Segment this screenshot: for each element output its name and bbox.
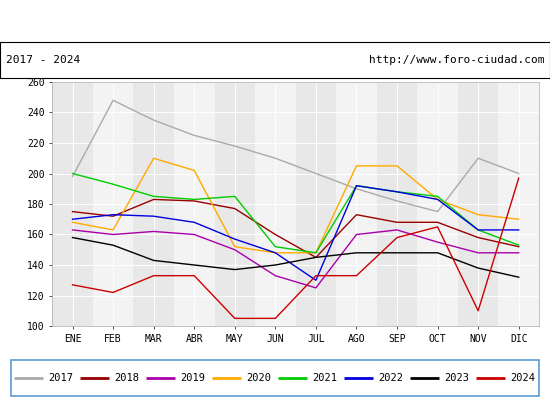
Text: Evolucion del paro registrado en Aroche: Evolucion del paro registrado en Aroche xyxy=(112,14,438,28)
Text: 2017: 2017 xyxy=(48,373,73,383)
Bar xyxy=(417,82,458,326)
Text: 2018: 2018 xyxy=(114,373,139,383)
Bar xyxy=(498,82,539,326)
Bar xyxy=(93,82,133,326)
Text: 2022: 2022 xyxy=(378,373,403,383)
Text: 2021: 2021 xyxy=(312,373,337,383)
Bar xyxy=(255,82,296,326)
Text: 2023: 2023 xyxy=(444,373,469,383)
Text: 2017 - 2024: 2017 - 2024 xyxy=(6,55,80,65)
Bar xyxy=(174,82,214,326)
Text: 2024: 2024 xyxy=(510,373,535,383)
Text: 2019: 2019 xyxy=(180,373,205,383)
Text: 2020: 2020 xyxy=(246,373,271,383)
Bar xyxy=(336,82,377,326)
Text: http://www.foro-ciudad.com: http://www.foro-ciudad.com xyxy=(369,55,544,65)
